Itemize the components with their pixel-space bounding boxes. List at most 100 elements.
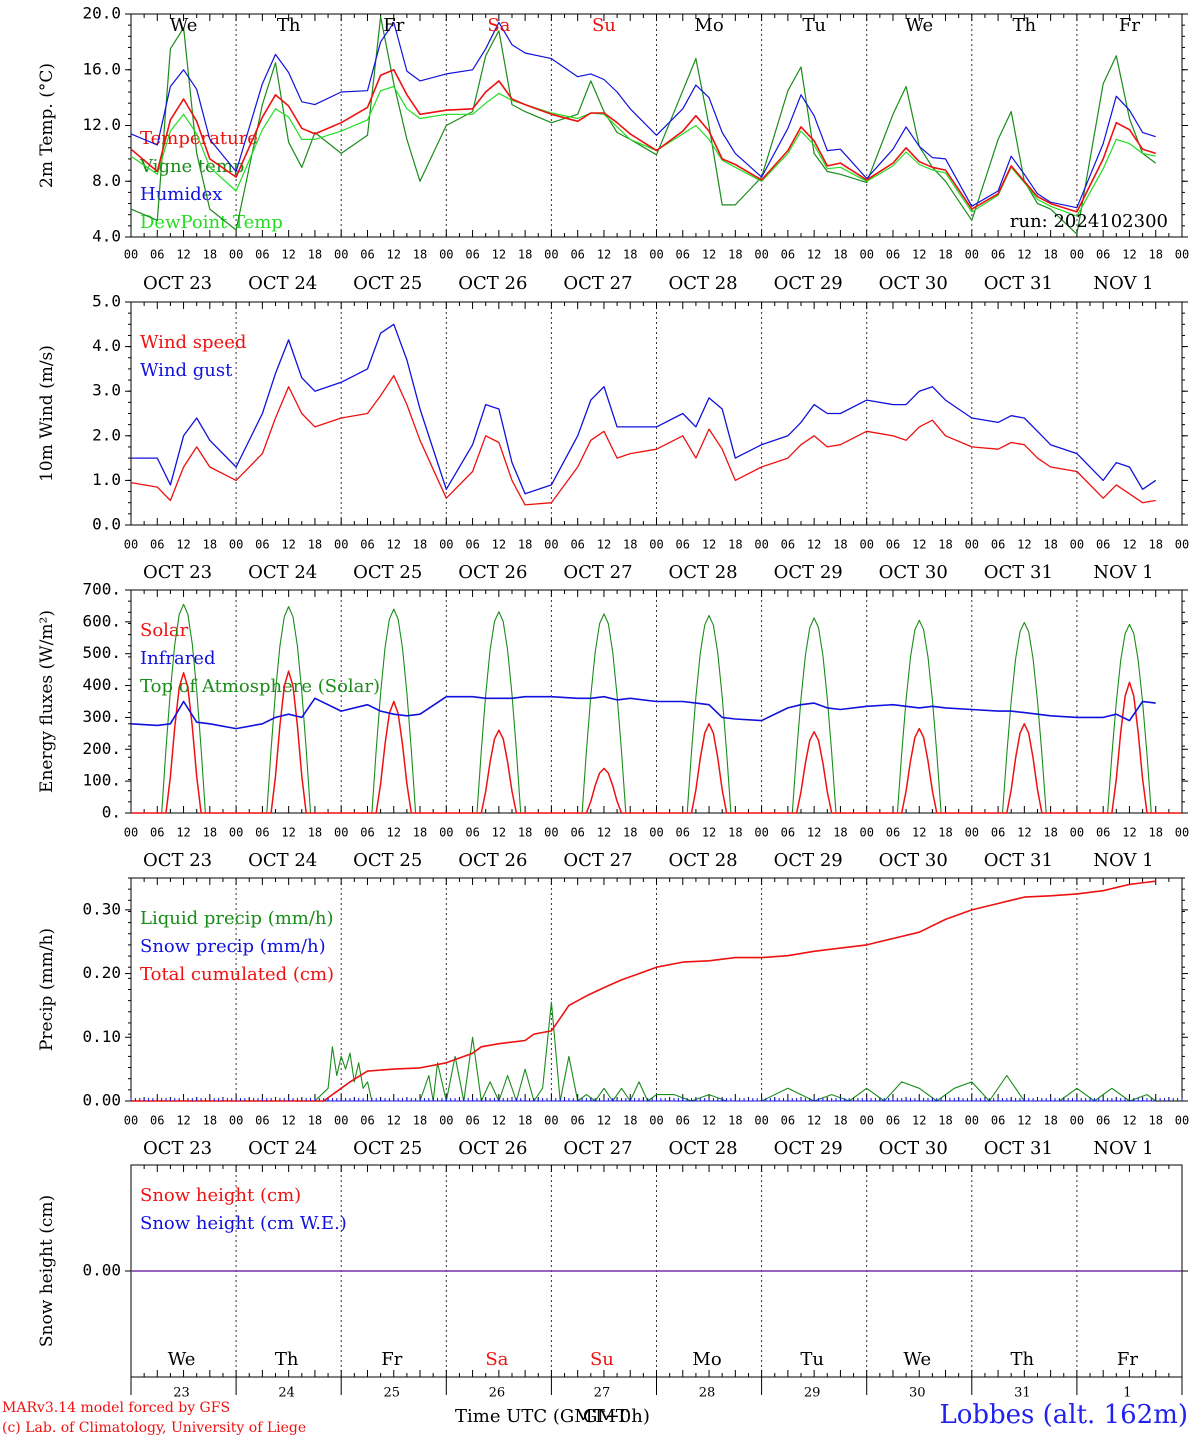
hour-tick-label: 12 <box>176 1114 190 1128</box>
hour-tick-label: 12 <box>912 826 926 840</box>
hour-tick-label: 00 <box>754 1114 768 1128</box>
weekday-label: Th <box>275 1349 299 1370</box>
hour-tick-label: 00 <box>965 248 979 262</box>
legend-entry: Total cumulated (cm) <box>140 964 334 985</box>
hour-tick-label: 12 <box>492 538 506 552</box>
hour-tick-label: 00 <box>1175 248 1189 262</box>
legend-entry: DewPoint Temp <box>140 212 283 233</box>
date-label: OCT 31 <box>984 850 1053 871</box>
hour-tick-label: 00 <box>124 1114 138 1128</box>
y-tick-label: 600. <box>82 611 121 630</box>
weekday-label: We <box>903 1349 931 1370</box>
hour-tick-label: 00 <box>1175 1114 1189 1128</box>
hour-tick-label: 18 <box>308 248 322 262</box>
hour-tick-label: 18 <box>413 1114 427 1128</box>
series-total-cumulated-cm- <box>131 880 1156 1102</box>
hour-tick-label: 06 <box>676 1114 690 1128</box>
hour-tick-label: 06 <box>255 826 269 840</box>
y-tick-label: 1.0 <box>92 470 121 489</box>
hour-tick-label: 06 <box>781 1114 795 1128</box>
hour-tick-label: 00 <box>124 826 138 840</box>
hour-tick-label: 06 <box>255 538 269 552</box>
hour-tick-label: 06 <box>570 538 584 552</box>
day-number-label: 1 <box>1123 1386 1131 1401</box>
lab-credit: (c) Lab. of Climatology, University of L… <box>2 1420 307 1436</box>
hour-tick-label: 12 <box>807 826 821 840</box>
hour-tick-label: 18 <box>728 248 742 262</box>
hour-tick-label: 06 <box>886 826 900 840</box>
hour-tick-label: 06 <box>570 248 584 262</box>
hour-tick-label: 18 <box>1043 248 1057 262</box>
hour-tick-label: 00 <box>859 248 873 262</box>
legend-entry: Wind gust <box>140 360 233 381</box>
hour-tick-label: 06 <box>150 248 164 262</box>
date-label: OCT 30 <box>879 562 948 583</box>
model-credit: MARv3.14 model forced by GFS <box>2 1400 231 1416</box>
hour-tick-label: 12 <box>807 248 821 262</box>
weekday-label: Fr <box>1119 15 1140 36</box>
hour-tick-label: 06 <box>991 538 1005 552</box>
date-label: OCT 24 <box>248 273 317 294</box>
hour-tick-label: 18 <box>308 538 322 552</box>
hour-tick-label: 00 <box>229 538 243 552</box>
date-label: OCT 29 <box>774 1138 843 1159</box>
date-label: OCT 30 <box>879 273 948 294</box>
hour-tick-label: 00 <box>334 538 348 552</box>
hour-tick-label: 18 <box>938 538 952 552</box>
hour-tick-label: 12 <box>492 248 506 262</box>
time-axis-label-overlay: GMT <box>583 1406 628 1427</box>
hour-tick-label: 00 <box>1070 538 1084 552</box>
date-label: OCT 27 <box>563 562 632 583</box>
weekday-label: Sa <box>487 15 510 36</box>
y-tick-label: 12.0 <box>82 115 121 134</box>
hour-tick-label: 12 <box>176 538 190 552</box>
y-tick-label: 5.0 <box>92 292 121 311</box>
hour-tick-label: 00 <box>1070 826 1084 840</box>
y-tick-label: 400. <box>82 675 121 694</box>
hour-tick-label: 00 <box>859 1114 873 1128</box>
hour-tick-label: 06 <box>1096 538 1110 552</box>
hour-tick-label: 18 <box>1043 826 1057 840</box>
hour-tick-label: 18 <box>728 826 742 840</box>
date-label: OCT 23 <box>143 1138 212 1159</box>
hour-tick-label: 12 <box>912 248 926 262</box>
date-label: OCT 25 <box>353 850 422 871</box>
hour-tick-label: 18 <box>518 248 532 262</box>
hour-tick-label: 06 <box>570 1114 584 1128</box>
hour-tick-label: 12 <box>1017 538 1031 552</box>
hour-tick-label: 00 <box>754 538 768 552</box>
y-tick-label: 4.0 <box>92 227 121 246</box>
date-label: OCT 31 <box>984 273 1053 294</box>
hour-tick-label: 00 <box>965 826 979 840</box>
station-label: Lobbes (alt. 162m) <box>939 1400 1188 1430</box>
hour-tick-label: 12 <box>702 826 716 840</box>
date-label: OCT 25 <box>353 273 422 294</box>
hour-tick-label: 00 <box>859 538 873 552</box>
series-wind-speed <box>130 374 1156 506</box>
y-tick-label: 700. <box>82 580 121 599</box>
hour-tick-label: 06 <box>781 538 795 552</box>
hour-tick-label: 12 <box>807 1114 821 1128</box>
hour-tick-label: 18 <box>938 248 952 262</box>
date-label: OCT 25 <box>353 1138 422 1159</box>
y-axis-label: Energy fluxes (W/m²) <box>37 610 57 793</box>
date-label: OCT 29 <box>774 562 843 583</box>
weekday-label: We <box>170 15 198 36</box>
day-number-label: 28 <box>699 1386 716 1401</box>
weekday-label: Su <box>590 1349 614 1370</box>
hour-tick-label: 00 <box>124 248 138 262</box>
y-tick-label: 200. <box>82 739 121 758</box>
hour-tick-label: 06 <box>465 1114 479 1128</box>
hour-tick-label: 18 <box>938 1114 952 1128</box>
hour-tick-label: 06 <box>360 538 374 552</box>
hour-tick-label: 06 <box>886 1114 900 1128</box>
weekday-label: Mo <box>692 1349 721 1370</box>
date-label: OCT 31 <box>984 562 1053 583</box>
day-number-label: 30 <box>909 1386 926 1401</box>
legend-entry: Vigne temp <box>139 156 244 177</box>
hour-tick-label: 06 <box>465 248 479 262</box>
hour-tick-label: 12 <box>597 1114 611 1128</box>
hour-tick-label: 12 <box>492 826 506 840</box>
date-label: OCT 23 <box>143 850 212 871</box>
date-label: OCT 27 <box>563 273 632 294</box>
